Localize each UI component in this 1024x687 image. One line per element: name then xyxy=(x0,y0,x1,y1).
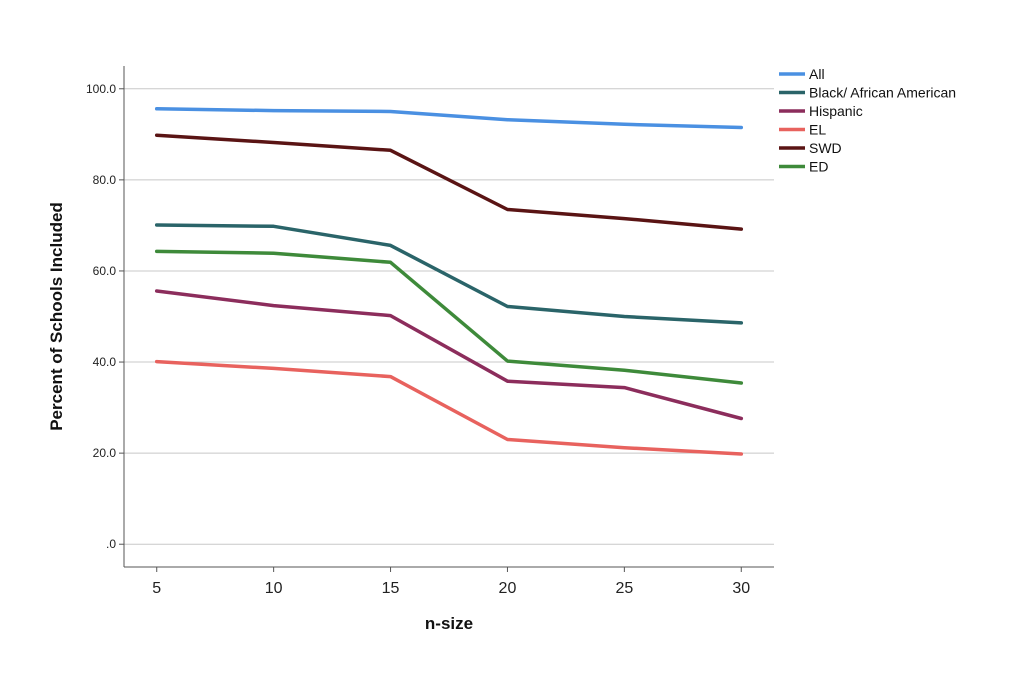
series-line-black-african-american xyxy=(154,223,744,325)
gridlines xyxy=(124,88,774,545)
y-tick-label: 40.0 xyxy=(93,355,117,369)
series-line-el xyxy=(154,359,744,456)
x-axis-title: n-size xyxy=(425,614,473,633)
legend-label-hispanic: Hispanic xyxy=(809,103,863,119)
x-tick-label: 10 xyxy=(265,580,283,597)
x-tick-label: 15 xyxy=(382,580,400,597)
x-tick-label: 5 xyxy=(152,580,161,597)
y-tick-label: 60.0 xyxy=(93,264,117,278)
x-tick-label: 20 xyxy=(499,580,517,597)
y-tick-label: 80.0 xyxy=(93,173,117,187)
series-line-ed xyxy=(154,249,744,385)
series-line-all xyxy=(154,107,744,130)
y-tick-label: 20.0 xyxy=(93,446,117,460)
legend: All Black/ African American Hispanic EL SWD E… xyxy=(779,66,956,175)
legend-label-black-african-american: Black/ African American xyxy=(809,85,956,101)
x-tick-label: 25 xyxy=(615,580,633,597)
legend-label-all: All xyxy=(809,66,825,82)
y-tick-label: .0 xyxy=(106,537,116,551)
legend-label-el: EL xyxy=(809,122,826,138)
y-axis-title: Percent of Schools Included xyxy=(47,202,66,431)
axes: .0 20.0 40.0 60.0 80.0 100.0 5 10 15 20 25 30 xyxy=(86,66,774,597)
y-tick-label: 100.0 xyxy=(86,82,116,96)
series-line-hispanic xyxy=(154,289,744,421)
legend-label-swd: SWD xyxy=(809,140,842,156)
x-tick-label: 30 xyxy=(732,580,750,597)
series-lines xyxy=(154,107,744,456)
series-line-swd xyxy=(154,133,744,231)
legend-label-ed: ED xyxy=(809,159,828,175)
